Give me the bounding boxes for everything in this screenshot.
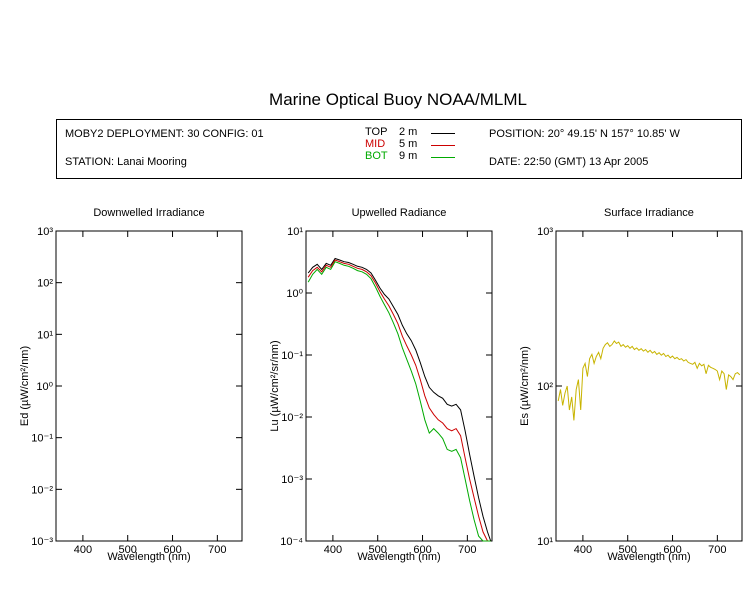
chart-panel-3: Surface Irradiance 400 500 600 700 Wavelength… <box>519 207 743 563</box>
legend-top-line <box>431 133 455 134</box>
y-tick-label: 10⁰ <box>36 381 53 393</box>
series-line-es <box>557 340 741 421</box>
y-tick-label: 10⁻¹ <box>281 350 303 362</box>
legend-top-depth: 2 m <box>399 126 418 138</box>
y-tick-label: 10⁰ <box>286 288 303 300</box>
x-axis-label: Wavelength (nm) <box>107 551 190 563</box>
y-axis-label: Es (µW/cm²/nm) <box>519 346 531 426</box>
y-tick-label: 10⁻¹ <box>31 433 53 445</box>
y-tick-label: 10⁻² <box>281 412 303 424</box>
x-axis-label: Wavelength (nm) <box>357 551 440 563</box>
series-line-mid <box>307 259 491 542</box>
y-tick-label: 10⁻³ <box>281 474 303 486</box>
x-tick-label: 700 <box>708 544 726 556</box>
y-tick-label: 10¹ <box>37 329 53 341</box>
y-axis-label: Lu (µW/cm²/sr/nm) <box>269 340 281 431</box>
legend-mid-line <box>431 145 455 146</box>
legend-top-name: TOP <box>365 126 388 138</box>
x-tick-label: 400 <box>324 544 342 556</box>
info-box: MOBY2 DEPLOYMENT: 30 CONFIG: 01 STATION:… <box>56 119 742 179</box>
chart-panel-1: Downwelled Irradiance 400 500 600 700 Wavelen… <box>19 207 243 563</box>
y-tick-label: 10³ <box>537 226 553 238</box>
x-tick-label: 700 <box>208 544 226 556</box>
chart-panel-2: Upwelled Radiance 400 500 600 700 Wavelength … <box>269 207 493 563</box>
x-tick-label: 600 <box>163 544 181 556</box>
page-title: Marine Optical Buoy NOAA/MLML <box>269 90 527 109</box>
y-tick-label: 10¹ <box>287 226 303 238</box>
y-tick-label: 10⁻³ <box>31 536 53 548</box>
y-tick-label: 10⁻² <box>31 484 53 496</box>
y-tick-label: 10² <box>37 278 53 290</box>
x-tick-label: 500 <box>369 544 387 556</box>
x-tick-label: 400 <box>74 544 92 556</box>
x-tick-label: 500 <box>619 544 637 556</box>
legend-bot-line <box>431 157 455 158</box>
plot-frame <box>305 230 493 542</box>
x-tick-label: 500 <box>119 544 137 556</box>
x-tick-label: 600 <box>663 544 681 556</box>
plot-frame <box>55 230 243 542</box>
y-axis-label: Ed (µW/cm²/nm) <box>19 346 31 426</box>
x-axis-label: Wavelength (nm) <box>607 551 690 563</box>
position-label: POSITION: 20° 49.15' N 157° 10.85' W <box>489 128 680 140</box>
y-tick-label: 10² <box>537 381 553 393</box>
y-tick-label: 10⁻⁴ <box>280 536 303 548</box>
y-tick-label: 10¹ <box>537 536 553 548</box>
series-line-bot <box>307 261 491 542</box>
chart-title: Surface Irradiance <box>604 207 694 219</box>
legend-bot-name: BOT <box>365 150 388 162</box>
station-label: STATION: Lanai Mooring <box>65 156 187 168</box>
chart-title: Downwelled Irradiance <box>93 207 204 219</box>
chart-title: Upwelled Radiance <box>352 207 447 219</box>
legend-mid-name: MID <box>365 138 386 150</box>
legend-mid-depth: 5 m <box>399 138 418 150</box>
plot-frame <box>555 230 743 542</box>
deployment-label: MOBY2 DEPLOYMENT: 30 CONFIG: 01 <box>65 128 264 140</box>
date-label: DATE: 22:50 (GMT) 13 Apr 2005 <box>489 156 649 168</box>
x-tick-label: 600 <box>413 544 431 556</box>
x-tick-label: 700 <box>458 544 476 556</box>
legend-bot-depth: 9 m <box>399 150 418 162</box>
series-line-top <box>307 257 492 542</box>
x-tick-label: 400 <box>574 544 592 556</box>
y-tick-label: 10³ <box>37 226 53 238</box>
